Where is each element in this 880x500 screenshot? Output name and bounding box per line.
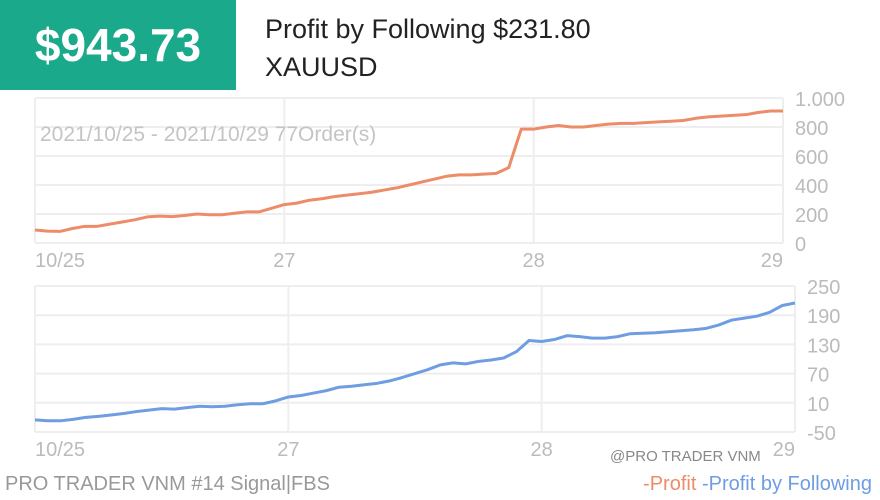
y-tick-label: 190 xyxy=(807,306,840,328)
x-tick-label: 27 xyxy=(277,439,299,461)
x-tick-label: 27 xyxy=(273,250,295,272)
y-tick-label: 1.000 xyxy=(795,89,845,111)
x-tick-label: 28 xyxy=(523,250,545,272)
legend: -Profit -Profit by Following xyxy=(643,473,872,495)
y-tick-label: 130 xyxy=(807,335,840,357)
watermark: @PRO TRADER VNM xyxy=(610,448,761,465)
y-tick-label: 70 xyxy=(807,365,829,387)
source-label: PRO TRADER VNM #14 Signal|FBS xyxy=(5,473,330,495)
x-tick-label: 28 xyxy=(531,439,553,461)
chart-subtitle: 2021/10/25 - 2021/10/29 77Order(s) xyxy=(40,123,376,146)
y-tick-label: 600 xyxy=(795,147,828,169)
y-tick-label: 250 xyxy=(807,277,840,299)
y-tick-label: -50 xyxy=(807,423,836,445)
y-tick-label: 10 xyxy=(807,394,829,416)
x-tick-label: 10/25 xyxy=(35,250,85,272)
symbol-label: XAUUSD xyxy=(265,52,378,82)
legend-profit: -Profit xyxy=(643,473,697,495)
legend-following: -Profit by Following xyxy=(701,473,872,495)
y-tick-label: 200 xyxy=(795,205,828,227)
total-profit-badge: $943.73 xyxy=(0,0,236,90)
total-profit: $943.73 xyxy=(34,19,202,71)
header-title: Profit by Following $231.80 XAUUSD xyxy=(265,10,591,86)
x-tick-label: 29 xyxy=(773,439,795,461)
y-tick-label: 400 xyxy=(795,176,828,198)
y-tick-label: 800 xyxy=(795,118,828,140)
profit-by-following-title: Profit by Following $231.80 xyxy=(265,14,591,44)
x-tick-label: 29 xyxy=(761,250,783,272)
y-tick-label: 0 xyxy=(795,234,806,256)
x-tick-label: 10/25 xyxy=(35,439,85,461)
